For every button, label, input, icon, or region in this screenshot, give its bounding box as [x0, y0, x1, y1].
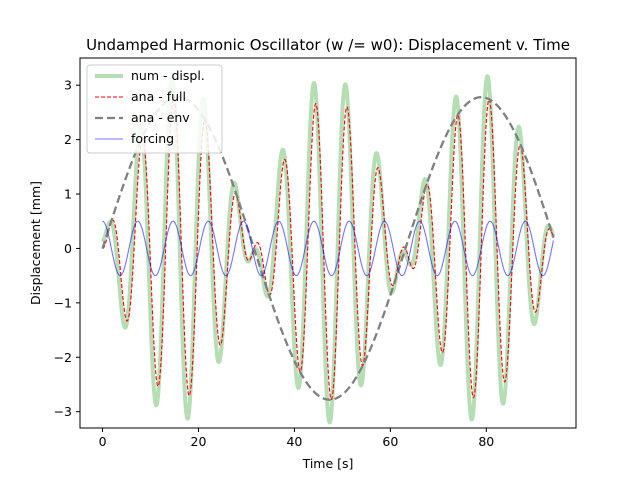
- y-tick-label: 3: [64, 78, 72, 93]
- chart-title: Undamped Harmonic Oscillator (w /= w0): …: [86, 36, 570, 54]
- y-tick-label: 1: [64, 187, 72, 202]
- legend-box: [86, 64, 223, 154]
- x-tick-label: 40: [286, 434, 302, 449]
- x-axis: 0 20 40 60 80: [99, 428, 494, 449]
- legend: num - displ. ana - full ana - env forcin…: [86, 64, 223, 154]
- x-axis-label: Time [s]: [302, 456, 354, 471]
- x-tick-label: 80: [478, 434, 494, 449]
- y-tick-label: −2: [54, 350, 72, 365]
- series-line-numeric: [100, 73, 556, 425]
- x-tick-label: 0: [99, 434, 107, 449]
- y-tick-label: 0: [64, 241, 72, 256]
- plot-frame: [79, 57, 577, 429]
- x-tick-label: 20: [191, 434, 207, 449]
- y-tick-label: 2: [64, 132, 72, 147]
- legend-label-ana-env: ana - env: [131, 110, 190, 125]
- x-tick-label: 60: [382, 434, 398, 449]
- y-axis: −3 −2 −1 0 1 2 3: [54, 78, 80, 419]
- series-line-forcing: [102, 220, 554, 277]
- y-tick-label: −1: [54, 295, 72, 310]
- y-tick-label: −3: [54, 404, 72, 419]
- legend-label-num-displ: num - displ.: [131, 68, 205, 83]
- y-axis-label: Displacement [mm]: [28, 181, 43, 305]
- legend-label-ana-full: ana - full: [131, 89, 186, 104]
- legend-label-forcing: forcing: [131, 131, 174, 146]
